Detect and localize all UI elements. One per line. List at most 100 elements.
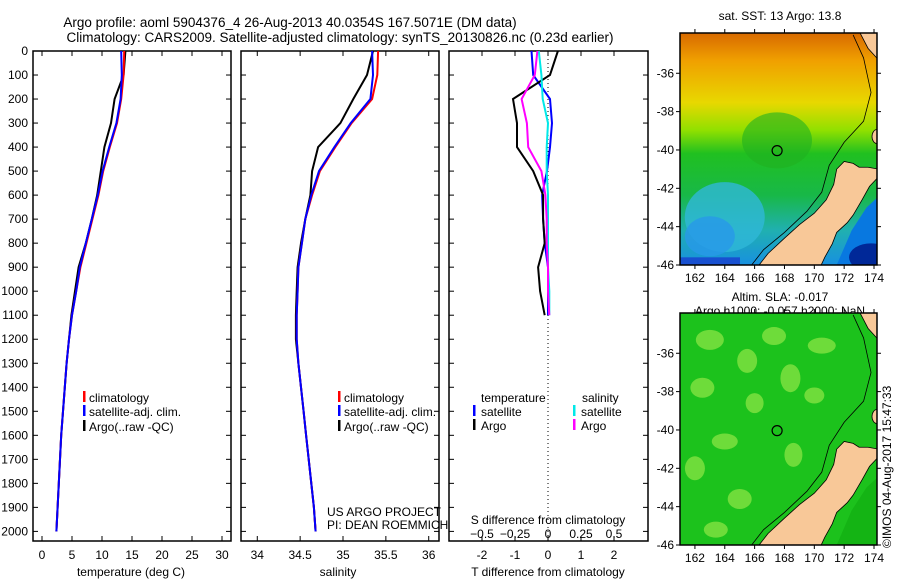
sla-high-patch <box>727 488 752 509</box>
depth-tick-label: 1700 <box>1 452 28 466</box>
difference-profile-1 <box>511 50 559 316</box>
longitude-tick-label: 172 <box>834 551 854 565</box>
difference-legend: temperature salinity satellite Argo sate… <box>481 391 622 433</box>
legend-label: climatology <box>344 391 404 405</box>
longitude-tick-label: 170 <box>804 551 824 565</box>
depth-tick-label: 400 <box>8 140 28 154</box>
x-tick-label: 25 <box>185 548 199 562</box>
sla-high-patch <box>804 387 825 404</box>
sla-high-patch <box>745 393 764 414</box>
longitude-tick-label: 174 <box>864 271 884 285</box>
longitude-tick-label: 174 <box>864 551 884 565</box>
sla-high-patch <box>711 433 738 450</box>
sla-map-title-line1: Altim. SLA: -0.017 <box>732 290 829 304</box>
sdiff-tick-label: 0.25 <box>569 527 593 541</box>
x-tick-label: 34.5 <box>288 548 312 562</box>
legend-swatch <box>338 391 341 402</box>
depth-tick-label: 600 <box>8 188 28 202</box>
north-island-land <box>859 33 877 59</box>
sdiff-tick-label: −0.25 <box>500 527 531 541</box>
bathymetry-contour <box>751 34 872 265</box>
argo-position-marker <box>771 145 783 157</box>
depth-tick-label: 1600 <box>1 428 28 442</box>
legend-swatch <box>338 420 341 431</box>
sla-high-patch <box>780 364 801 393</box>
legend-label: Argo <box>481 419 507 433</box>
sst-map: 162 164 166 168 170 172 174 -36 -38 -40 -42 -44 -46 <box>657 29 884 285</box>
sla-high-patch <box>690 377 715 398</box>
sla-high-patch <box>807 337 836 354</box>
depth-tick-label: 1000 <box>1 284 28 298</box>
x-tick-label: 0 <box>545 548 552 562</box>
sla-high-patch <box>762 327 787 346</box>
depth-tick-label: 200 <box>8 92 28 106</box>
depth-tick-label: 0 <box>21 44 28 58</box>
x-tick-label: 35 <box>336 548 350 562</box>
latitude-tick-label: -38 <box>657 385 675 399</box>
x-tick-label: 36 <box>422 548 436 562</box>
legend-swatch <box>573 405 576 416</box>
figure-title-line1: Argo profile: aoml 5904376_4 26-Aug-2013… <box>63 15 516 30</box>
imos-timestamp: ©IMOS 04-Aug-2017 15:47:33 <box>880 385 894 548</box>
sst-map-title: sat. SST: 13 Argo: 13.8 <box>719 9 842 23</box>
longitude-tick-label: 166 <box>745 551 765 565</box>
legend-label: satellite-adj. clim. <box>89 405 181 419</box>
legend-label: satellite-adj. clim. <box>344 405 436 419</box>
longitude-tick-label: 164 <box>715 551 735 565</box>
figure-title-line2: Climatology: CARS2009. Satellite-adjuste… <box>66 30 613 45</box>
latitude-tick-label: -44 <box>657 500 675 514</box>
map-frame <box>679 32 878 266</box>
longitude-tick-label: 162 <box>685 271 705 285</box>
latitude-tick-label: -46 <box>657 538 675 552</box>
legend-swatch <box>83 420 86 431</box>
east-ocean <box>836 477 877 545</box>
south-island-land <box>758 441 877 545</box>
x-tick-label: 2 <box>611 548 618 562</box>
depth-tick-label: 100 <box>8 68 28 82</box>
map-frame <box>679 312 878 546</box>
map-field <box>680 33 877 265</box>
depth-tick-label: 1400 <box>1 380 28 394</box>
sla-high-patch <box>695 329 724 350</box>
green-patch <box>742 112 813 169</box>
longitude-tick-label: 162 <box>685 551 705 565</box>
legend-swatch <box>473 405 476 416</box>
depth-tick-label: 1800 <box>1 476 28 490</box>
x-tick-label: 34 <box>251 548 265 562</box>
taranaki-land <box>871 129 877 144</box>
salinity-profile-2 <box>294 50 374 532</box>
latitude-tick-label: -42 <box>657 461 675 475</box>
pi-label: PI: DEAN ROEMMICH <box>327 518 448 532</box>
cool-water-patch <box>684 216 735 257</box>
argo-position-marker <box>771 425 783 437</box>
taranaki-land <box>871 409 877 424</box>
bathymetry-contour <box>751 314 872 545</box>
difference-profile-3 <box>520 50 551 316</box>
longitude-tick-label: 164 <box>715 271 735 285</box>
latitude-tick-label: -36 <box>657 66 675 80</box>
depth-tick-label: 1900 <box>1 500 28 514</box>
sdiff-tick-label: 0.5 <box>606 527 623 541</box>
longitude-tick-label: 166 <box>745 271 765 285</box>
sla-map: 162 164 166 168 170 172 174 -36 -38 -40 -42 -44 -46 <box>657 309 884 565</box>
depth-tick-label: 1300 <box>1 356 28 370</box>
legend-title-temperature: temperature <box>481 391 546 405</box>
longitude-tick-label: 170 <box>804 271 824 285</box>
sdiff-tick-label: −0.5 <box>470 527 494 541</box>
x-tick-label: 30 <box>215 548 229 562</box>
x-tick-label: 1 <box>578 548 585 562</box>
depth-tick-label: 1200 <box>1 332 28 346</box>
south-island-land <box>758 161 877 265</box>
legend-swatch <box>83 391 86 402</box>
latitude-tick-label: -38 <box>657 105 675 119</box>
temperature-profile-0 <box>55 50 126 532</box>
x-tick-label: 15 <box>125 548 139 562</box>
legend-label: climatology <box>89 391 149 405</box>
longitude-tick-label: 172 <box>834 271 854 285</box>
longitude-tick-label: 168 <box>774 271 794 285</box>
legend-swatch <box>338 405 341 416</box>
depth-tick-label: 2000 <box>1 524 28 538</box>
project-label: US ARGO PROJECT <box>327 505 442 519</box>
sla-high-patch <box>784 442 803 467</box>
